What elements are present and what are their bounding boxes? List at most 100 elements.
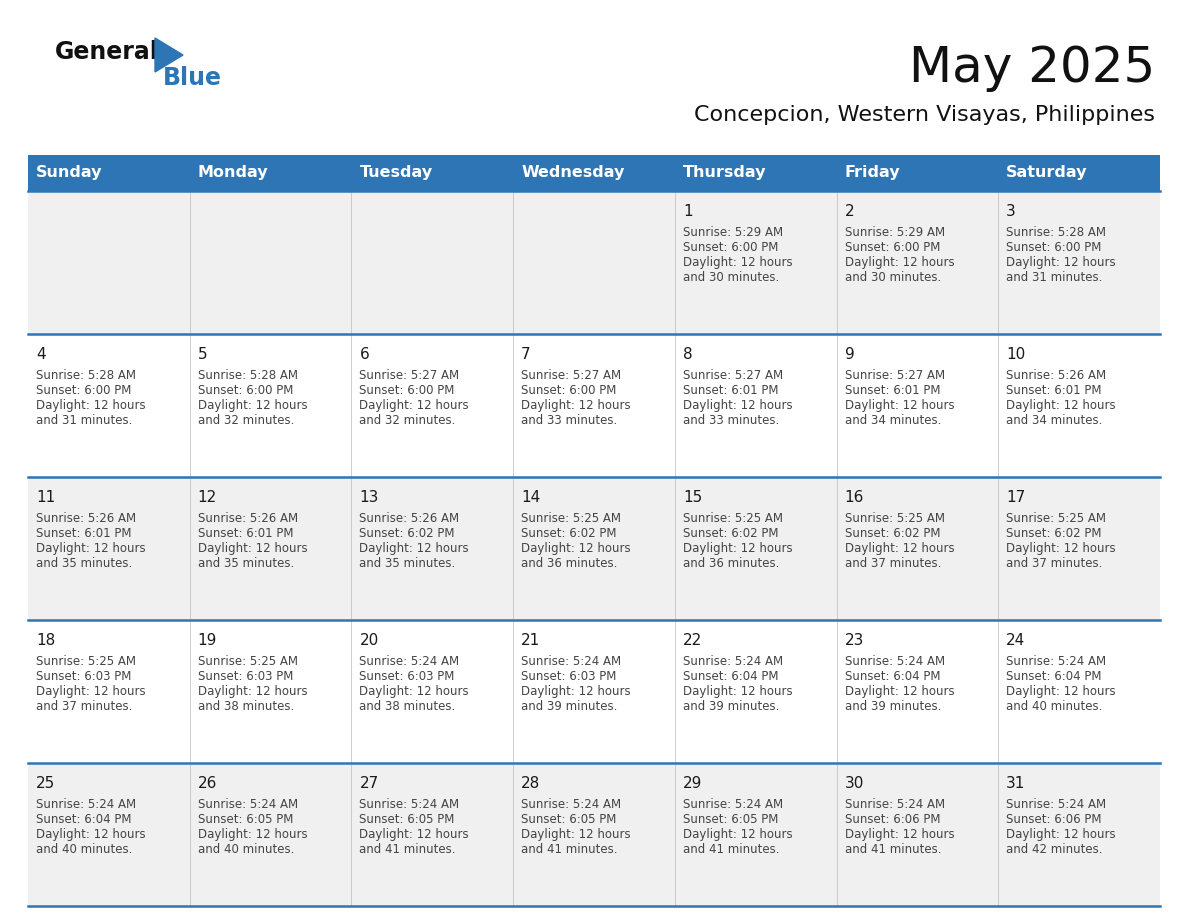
Text: 14: 14: [522, 490, 541, 505]
Text: 2: 2: [845, 204, 854, 219]
Text: Sunset: 6:00 PM: Sunset: 6:00 PM: [522, 384, 617, 397]
Text: 3: 3: [1006, 204, 1016, 219]
Text: Sunset: 6:02 PM: Sunset: 6:02 PM: [360, 527, 455, 540]
Text: Sunset: 6:06 PM: Sunset: 6:06 PM: [1006, 813, 1101, 826]
Text: Daylight: 12 hours: Daylight: 12 hours: [683, 542, 792, 555]
Text: Sunset: 6:04 PM: Sunset: 6:04 PM: [845, 670, 940, 683]
Text: and 41 minutes.: and 41 minutes.: [683, 843, 779, 856]
Text: 4: 4: [36, 347, 45, 362]
Text: and 37 minutes.: and 37 minutes.: [845, 557, 941, 570]
Text: Daylight: 12 hours: Daylight: 12 hours: [522, 685, 631, 698]
Text: Daylight: 12 hours: Daylight: 12 hours: [360, 399, 469, 412]
Text: Daylight: 12 hours: Daylight: 12 hours: [522, 542, 631, 555]
Text: Daylight: 12 hours: Daylight: 12 hours: [522, 828, 631, 841]
Text: Sunrise: 5:24 AM: Sunrise: 5:24 AM: [683, 798, 783, 811]
Text: and 37 minutes.: and 37 minutes.: [36, 700, 132, 713]
Text: 29: 29: [683, 776, 702, 791]
Text: 1: 1: [683, 204, 693, 219]
Text: Sunrise: 5:25 AM: Sunrise: 5:25 AM: [1006, 512, 1106, 525]
Text: Daylight: 12 hours: Daylight: 12 hours: [1006, 685, 1116, 698]
Text: Daylight: 12 hours: Daylight: 12 hours: [683, 399, 792, 412]
Text: Sunrise: 5:25 AM: Sunrise: 5:25 AM: [522, 512, 621, 525]
Text: Daylight: 12 hours: Daylight: 12 hours: [197, 685, 308, 698]
Text: and 40 minutes.: and 40 minutes.: [36, 843, 132, 856]
Text: Daylight: 12 hours: Daylight: 12 hours: [522, 399, 631, 412]
Text: 24: 24: [1006, 633, 1025, 648]
Text: and 32 minutes.: and 32 minutes.: [360, 414, 456, 427]
Text: 19: 19: [197, 633, 217, 648]
Text: Thursday: Thursday: [683, 165, 766, 181]
Text: 9: 9: [845, 347, 854, 362]
Text: 10: 10: [1006, 347, 1025, 362]
Text: and 41 minutes.: and 41 minutes.: [522, 843, 618, 856]
Text: Daylight: 12 hours: Daylight: 12 hours: [845, 399, 954, 412]
Text: 20: 20: [360, 633, 379, 648]
Text: and 37 minutes.: and 37 minutes.: [1006, 557, 1102, 570]
Text: Sunset: 6:03 PM: Sunset: 6:03 PM: [197, 670, 293, 683]
Text: Sunrise: 5:24 AM: Sunrise: 5:24 AM: [845, 655, 944, 668]
Text: 30: 30: [845, 776, 864, 791]
Text: Daylight: 12 hours: Daylight: 12 hours: [845, 828, 954, 841]
Text: Sunrise: 5:27 AM: Sunrise: 5:27 AM: [683, 369, 783, 382]
Bar: [29, 477, 1159, 620]
Text: Sunrise: 5:24 AM: Sunrise: 5:24 AM: [360, 655, 460, 668]
Text: Sunrise: 5:28 AM: Sunrise: 5:28 AM: [197, 369, 298, 382]
Text: Daylight: 12 hours: Daylight: 12 hours: [1006, 256, 1116, 269]
Text: Sunset: 6:00 PM: Sunset: 6:00 PM: [36, 384, 132, 397]
Text: Sunday: Sunday: [36, 165, 102, 181]
Text: Daylight: 12 hours: Daylight: 12 hours: [360, 542, 469, 555]
Text: and 34 minutes.: and 34 minutes.: [1006, 414, 1102, 427]
Bar: [29, 763, 1159, 906]
Polygon shape: [154, 38, 183, 72]
Text: Daylight: 12 hours: Daylight: 12 hours: [197, 542, 308, 555]
Text: and 36 minutes.: and 36 minutes.: [522, 557, 618, 570]
Text: 8: 8: [683, 347, 693, 362]
Text: Blue: Blue: [163, 66, 222, 90]
Text: Sunset: 6:02 PM: Sunset: 6:02 PM: [1006, 527, 1101, 540]
Text: and 40 minutes.: and 40 minutes.: [197, 843, 295, 856]
Text: Daylight: 12 hours: Daylight: 12 hours: [845, 256, 954, 269]
Text: Sunset: 6:01 PM: Sunset: 6:01 PM: [197, 527, 293, 540]
Text: Sunrise: 5:26 AM: Sunrise: 5:26 AM: [1006, 369, 1106, 382]
Text: Sunrise: 5:25 AM: Sunrise: 5:25 AM: [36, 655, 135, 668]
Text: and 39 minutes.: and 39 minutes.: [683, 700, 779, 713]
Text: Sunrise: 5:25 AM: Sunrise: 5:25 AM: [197, 655, 298, 668]
Text: Sunset: 6:00 PM: Sunset: 6:00 PM: [683, 241, 778, 254]
Text: 17: 17: [1006, 490, 1025, 505]
Text: Daylight: 12 hours: Daylight: 12 hours: [845, 542, 954, 555]
Text: Sunrise: 5:24 AM: Sunrise: 5:24 AM: [683, 655, 783, 668]
Text: Sunset: 6:06 PM: Sunset: 6:06 PM: [845, 813, 940, 826]
Text: Daylight: 12 hours: Daylight: 12 hours: [683, 828, 792, 841]
Text: Sunset: 6:03 PM: Sunset: 6:03 PM: [36, 670, 132, 683]
Text: Sunrise: 5:27 AM: Sunrise: 5:27 AM: [360, 369, 460, 382]
Text: Sunrise: 5:27 AM: Sunrise: 5:27 AM: [522, 369, 621, 382]
Text: Daylight: 12 hours: Daylight: 12 hours: [683, 685, 792, 698]
Text: Daylight: 12 hours: Daylight: 12 hours: [1006, 399, 1116, 412]
Text: 18: 18: [36, 633, 56, 648]
Text: Sunrise: 5:27 AM: Sunrise: 5:27 AM: [845, 369, 944, 382]
Text: Sunset: 6:00 PM: Sunset: 6:00 PM: [197, 384, 293, 397]
Bar: [29, 191, 1159, 334]
Text: Sunset: 6:03 PM: Sunset: 6:03 PM: [522, 670, 617, 683]
Text: Sunrise: 5:29 AM: Sunrise: 5:29 AM: [845, 226, 944, 239]
Text: Daylight: 12 hours: Daylight: 12 hours: [197, 399, 308, 412]
Text: 23: 23: [845, 633, 864, 648]
Text: Tuesday: Tuesday: [360, 165, 432, 181]
Text: and 35 minutes.: and 35 minutes.: [197, 557, 293, 570]
Text: Daylight: 12 hours: Daylight: 12 hours: [36, 685, 146, 698]
Text: and 36 minutes.: and 36 minutes.: [683, 557, 779, 570]
Text: Sunset: 6:02 PM: Sunset: 6:02 PM: [683, 527, 778, 540]
Text: Daylight: 12 hours: Daylight: 12 hours: [1006, 542, 1116, 555]
Text: and 30 minutes.: and 30 minutes.: [683, 271, 779, 284]
Text: Sunset: 6:03 PM: Sunset: 6:03 PM: [360, 670, 455, 683]
Text: Monday: Monday: [197, 165, 268, 181]
Text: 13: 13: [360, 490, 379, 505]
Text: and 31 minutes.: and 31 minutes.: [1006, 271, 1102, 284]
Text: Sunset: 6:00 PM: Sunset: 6:00 PM: [360, 384, 455, 397]
Text: 22: 22: [683, 633, 702, 648]
Text: Sunset: 6:02 PM: Sunset: 6:02 PM: [845, 527, 940, 540]
Text: Sunrise: 5:24 AM: Sunrise: 5:24 AM: [522, 655, 621, 668]
Text: Sunset: 6:05 PM: Sunset: 6:05 PM: [197, 813, 293, 826]
Text: Sunset: 6:02 PM: Sunset: 6:02 PM: [522, 527, 617, 540]
Text: Daylight: 12 hours: Daylight: 12 hours: [360, 685, 469, 698]
